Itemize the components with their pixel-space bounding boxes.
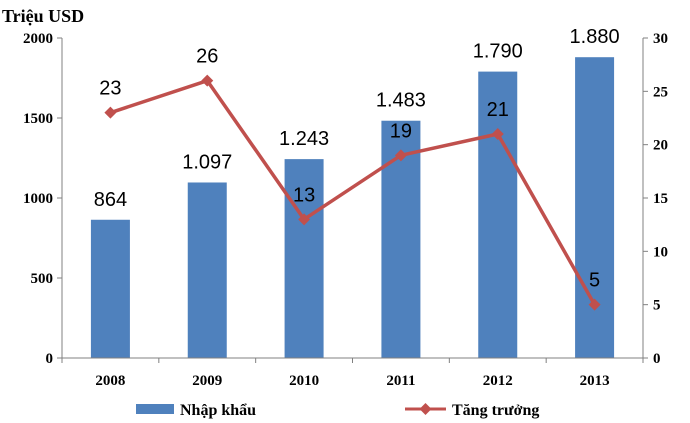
legend-marker-line: [419, 403, 432, 415]
bar-value-label: 1.097: [182, 151, 232, 173]
y-tick-label: 1000: [23, 191, 53, 207]
y-tick-label: 500: [31, 271, 54, 287]
data-labels: 864 1.097 1.243 1.483 1.790 1.880 23 26 13 19 21 5: [94, 26, 620, 291]
line-series: [104, 74, 601, 311]
y-axis-title: Triệu USD: [2, 6, 84, 26]
legend-label-bar: Nhập khẩu: [180, 402, 256, 419]
line-point-2013: [588, 298, 601, 311]
line-point-2010: [298, 213, 311, 226]
line-value-label: 26: [196, 46, 218, 68]
y2-tick-label: 5: [653, 298, 661, 314]
y2-tick-label: 30: [653, 31, 668, 47]
bar-value-label: 1.790: [473, 41, 523, 63]
legend-swatch-bar: [136, 404, 174, 414]
line-value-label: 5: [589, 270, 600, 292]
y2-tick-label: 20: [653, 138, 668, 154]
bar-2009: [187, 182, 227, 358]
x-tick-label: 2011: [386, 373, 415, 389]
y2-tick-label: 0: [653, 351, 661, 367]
bar-value-label: 1.243: [279, 128, 329, 150]
bar-value-label: 864: [94, 189, 127, 211]
y2-tick-label: 15: [653, 191, 668, 207]
line-value-label: 23: [99, 78, 121, 100]
x-tick-label: 2009: [192, 373, 222, 389]
bar-2008: [90, 219, 130, 358]
x-tick-label: 2013: [580, 373, 610, 389]
line-point-2009: [201, 74, 214, 87]
line-point-2012: [491, 128, 504, 140]
bar-2013: [575, 57, 615, 358]
legend-label-line: Tăng trưởng: [452, 402, 539, 419]
axes: 0 500 1000 1500 2000 0 5 10 15 20 25 30 2008 2009 2010…: [23, 31, 668, 389]
y-tick-label: 2000: [23, 31, 53, 47]
bar-series: [90, 57, 615, 358]
y-tick-label: 1500: [23, 111, 53, 127]
x-tick-label: 2008: [95, 373, 125, 389]
line-value-label: 19: [390, 120, 412, 142]
x-tick-label: 2012: [483, 373, 513, 389]
y2-tick-label: 25: [653, 84, 668, 100]
y2-tick-label: 10: [653, 244, 668, 260]
x-tick-label: 2010: [289, 373, 319, 389]
bar-2012: [478, 71, 518, 358]
bar-value-label: 1.880: [570, 26, 620, 48]
line-point-2008: [104, 106, 117, 119]
line-value-label: 21: [487, 99, 509, 121]
bar-value-label: 1.483: [376, 90, 426, 112]
line-value-label: 13: [293, 184, 315, 206]
y-tick-label: 0: [46, 351, 54, 367]
bar-2010: [284, 159, 324, 358]
legend: Nhập khẩu Tăng trưởng: [136, 402, 539, 419]
line-point-2011: [394, 149, 407, 162]
growth-line: [109, 78, 597, 306]
